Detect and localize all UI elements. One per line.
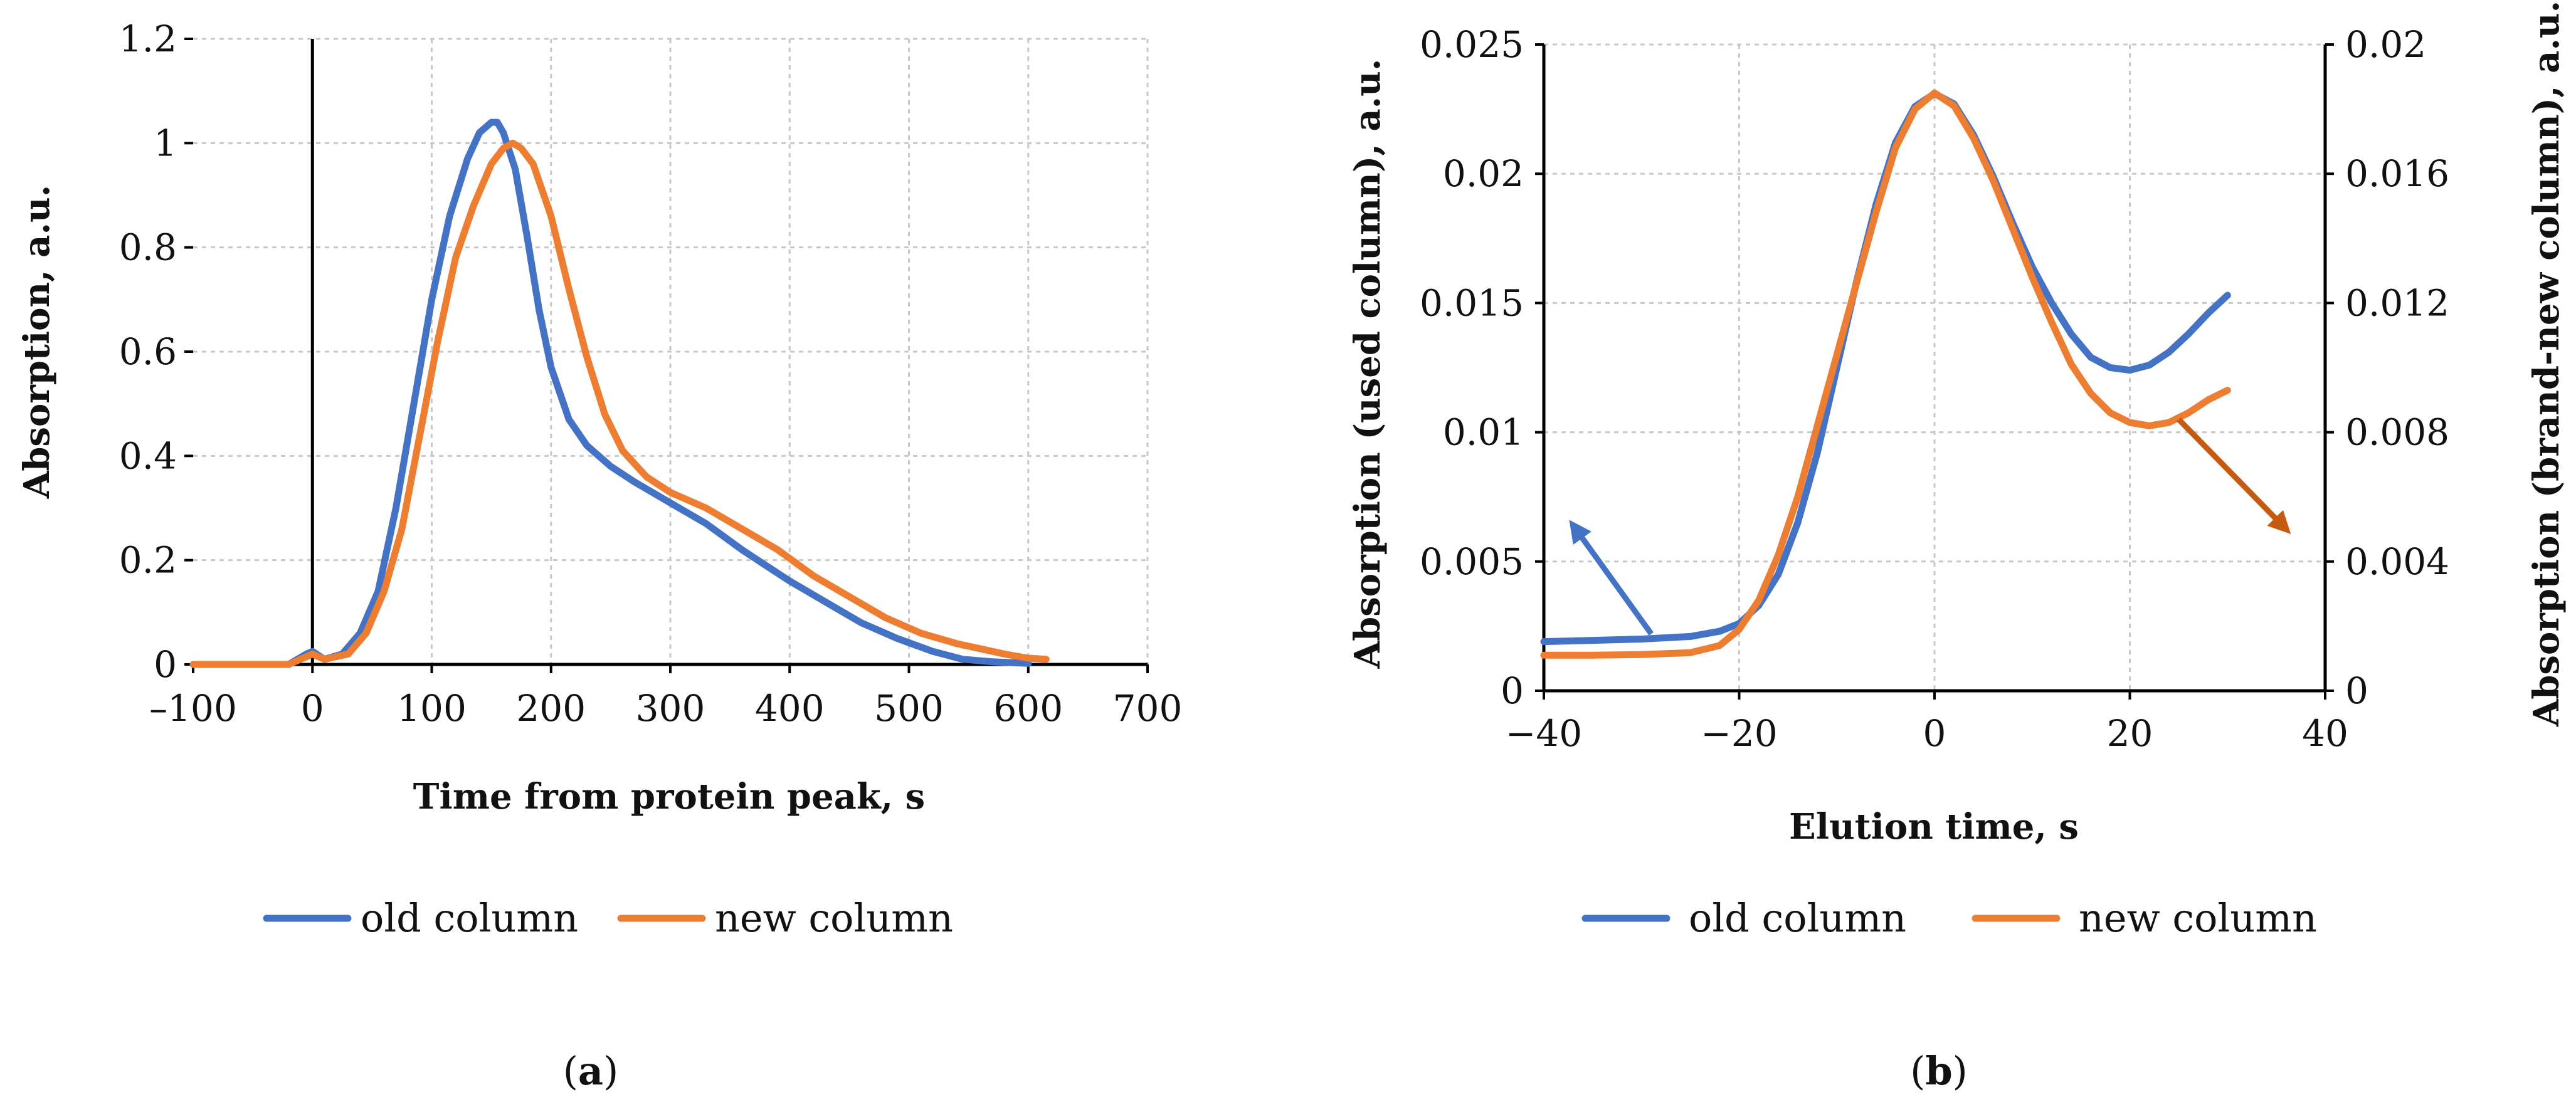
chart-b-gridlines (1544, 43, 2325, 691)
chart-a-x-tick-labels: –100 0 100 200 300 400 500 600 700 (149, 687, 1182, 730)
chart-a-ytick-label: 0 (154, 643, 177, 686)
caption-a-open: ( (563, 1048, 578, 1094)
arrow-to-left-axis (1569, 520, 1654, 636)
chart-a-ytick-label: 0.6 (119, 330, 177, 373)
chart-b-xtick-label: −20 (1701, 712, 1777, 755)
legend-a-old-label: old column (361, 895, 578, 941)
chart-b-left-ytick-label: 0.015 (1420, 281, 1524, 324)
chart-b-left-y-axis-title: Absorption (used column), a.u. (1347, 59, 1388, 669)
chart-panel-b: 0 0.005 0.01 0.015 0.02 0.025 0 0.004 0.008 0.01… (1347, 1, 2567, 1094)
chart-b-x-axis-title: Elution time, s (1789, 806, 2079, 847)
chart-b-right-ytick-label: 0.02 (2345, 23, 2426, 66)
chart-b-annotations (1569, 417, 2291, 636)
chart-b-axes (1535, 43, 2334, 700)
chart-b-xtick-label: 20 (2107, 712, 2153, 755)
chart-a-xtick-label: 500 (874, 687, 944, 730)
chart-a-ytick-label: 1 (154, 122, 177, 164)
chart-b-right-ytick-label: 0.012 (2345, 281, 2449, 324)
chart-a-xtick-label: –100 (149, 687, 237, 730)
chart-b-left-ytick-label: 0.005 (1420, 540, 1524, 583)
chart-b-left-ytick-label: 0.02 (1443, 152, 1524, 195)
caption-b-open: ( (1910, 1048, 1925, 1094)
chart-a-y-axis-title: Absorption, a.u. (16, 185, 58, 499)
legend-b-new-label: new column (2079, 895, 2317, 941)
chart-a-ytick-label: 0.8 (119, 226, 177, 269)
legend-a-new-label: new column (715, 895, 953, 941)
chart-b-left-ytick-label: 0.01 (1443, 411, 1524, 454)
chart-b-left-ytick-label: 0 (1501, 669, 1524, 712)
chart-b-left-ytick-label: 0.025 (1420, 23, 1524, 66)
chart-a-series (189, 118, 1050, 668)
chart-b-left-y-tick-labels: 0 0.005 0.01 0.015 0.02 0.025 (1420, 23, 1524, 712)
caption-b-close: ) (1953, 1048, 1968, 1094)
chart-b-xtick-label: 40 (2302, 712, 2348, 755)
chart-panel-a: 00.20.40.60.811.2 –100 0 100 200 300 400 500 60… (16, 18, 1182, 1094)
chart-b-right-y-axis-title: Absorption (brand-new column), a.u. (2526, 1, 2567, 727)
chart-a-xtick-label: 600 (993, 687, 1063, 730)
chart-a-ytick-label: 0.2 (119, 539, 177, 582)
caption-a: (a) (563, 1048, 619, 1094)
chart-a-xtick-label: 100 (397, 687, 467, 730)
chart-a-y-tick-labels: 0 0.2 0.4 0.6 0.8 1 1.2 (119, 18, 177, 686)
chart-b-x-tick-labels: −40 −20 0 20 40 (1506, 712, 2348, 755)
chart-a-xtick-label: 400 (755, 687, 825, 730)
chart-a-ytick-label: 0.4 (119, 434, 177, 477)
legend-b-old-label: old column (1689, 895, 1906, 941)
caption-a-close: ) (603, 1048, 618, 1094)
chart-a-legend: old column new column (263, 895, 953, 941)
caption-a-letter: a (578, 1048, 603, 1094)
chart-b-right-y-tick-labels: 0 0.004 0.008 0.012 0.016 0.02 (2345, 23, 2449, 712)
chart-a-xtick-label: 0 (301, 687, 324, 730)
chart-a-x-axis-title: Time from protein peak, s (413, 776, 925, 817)
caption-b: (b) (1910, 1048, 1968, 1094)
chart-b-right-ytick-label: 0.008 (2345, 411, 2449, 454)
chart-b-right-ytick-label: 0 (2345, 669, 2368, 712)
chart-a-axes (184, 38, 1149, 673)
chart-b-series (1540, 89, 2231, 659)
arrow-to-right-axis (2177, 417, 2291, 534)
chart-b-xtick-label: −40 (1506, 712, 1582, 755)
chart-a-xtick-label: 200 (516, 687, 586, 730)
chart-a-xtick-label: 300 (636, 687, 705, 730)
chart-b-right-ytick-label: 0.004 (2345, 540, 2449, 583)
chart-a-gridlines (193, 38, 1149, 664)
chart-b-series-line-new-column (1540, 89, 2231, 659)
chart-b-xtick-label: 0 (1923, 712, 1946, 755)
chart-a-ytick-label: 1.2 (119, 18, 177, 60)
chart-a-series-line-new-column (189, 139, 1050, 668)
chart-b-right-ytick-label: 0.016 (2345, 152, 2449, 195)
chart-a-series-line-old-column (189, 118, 1032, 668)
chart-a-xtick-label: 700 (1113, 687, 1183, 730)
caption-b-letter: b (1925, 1048, 1952, 1094)
chart-b-legend: old column new column (1581, 895, 2317, 941)
